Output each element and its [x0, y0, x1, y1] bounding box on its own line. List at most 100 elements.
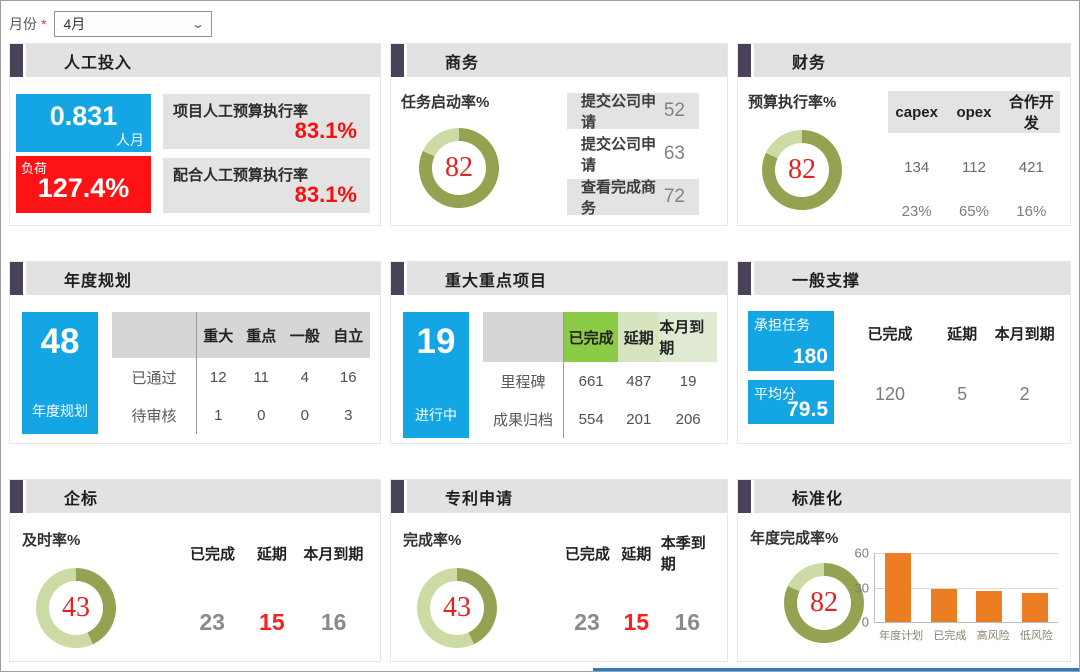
- column-header: 已完成: [190, 545, 236, 563]
- panel-title-enterprise-std: 企标: [26, 480, 380, 513]
- enterprise-std-gauge-label: 及时率%: [22, 532, 81, 549]
- column-header: 延期: [947, 325, 978, 343]
- labor-metric-card: 0.831 人月: [16, 94, 151, 152]
- y-tick: 0: [861, 614, 869, 630]
- panel-title-annual-plan: 年度规划: [26, 262, 380, 295]
- panel-title-general-support: 一般支撑: [754, 262, 1070, 295]
- column-header: 本月到期: [994, 325, 1055, 343]
- panel-annual-plan: 年度规划 48 年度规划 重大 重点 一般 自立 已通过 12 11 4 1: [9, 261, 381, 444]
- column-header: 本季到期: [660, 535, 706, 573]
- annual-plan-metric-card: 48 年度规划: [22, 312, 98, 434]
- header-accent-square: [10, 262, 23, 295]
- stat-box-project-budget: 项目人工预算执行率 83.1%: [163, 94, 370, 149]
- average-score-card: 平均分 79.5: [748, 380, 834, 424]
- header-accent-square: [391, 480, 404, 513]
- row-label: 成果归档: [492, 411, 553, 429]
- panel-title-key-projects: 重大重点项目: [407, 262, 727, 295]
- panel-title-patents: 专利申请: [407, 480, 727, 513]
- key-projects-metric-card: 19 进行中: [403, 312, 469, 438]
- finance-donut-chart: 82: [762, 130, 842, 210]
- header-accent-square: [10, 480, 23, 513]
- column-header: 本月到期: [303, 545, 364, 563]
- bar-年度计划: [884, 553, 911, 622]
- panel-title-business: 商务: [407, 44, 727, 77]
- row-label: 已通过: [131, 369, 177, 387]
- labor-load-value: 127.4%: [37, 172, 130, 203]
- panel-enterprise-std: 企标 及时率% 43 已完成 延期 本月到期 23: [9, 479, 381, 662]
- column-header: 延期: [621, 545, 652, 563]
- patents-donut-chart: 43: [417, 568, 497, 648]
- column-header: 合作开发: [1008, 94, 1054, 132]
- labor-load-label: 负荷: [21, 160, 48, 176]
- list-item[interactable]: 查看完成商务 72: [567, 179, 699, 217]
- labor-load-card: 负荷 127.4%: [16, 155, 151, 213]
- column-header: 重点: [239, 312, 283, 358]
- bar-高风险: [976, 590, 1003, 622]
- annual-plan-table: 重大 重点 一般 自立 已通过 12 11 4 16 待审核 1 0 0 3: [112, 312, 370, 434]
- column-header: 重大: [196, 312, 240, 358]
- bar-category-labels: 年度计划 已完成 高风险 低风险: [874, 627, 1058, 643]
- column-header: 一般: [283, 312, 327, 358]
- month-filter-label: 月份: [9, 16, 37, 32]
- header-accent-square: [391, 44, 404, 77]
- finance-table: capex opex 合作开发 134 112 421 23% 65% 16%: [888, 91, 1060, 229]
- panel-finance: 财务 预算执行率% 82 capex opex 合作开发 134: [737, 43, 1071, 226]
- panel-grid: 人工投入 0.831 人月 负荷 127.4% 项目人工预算执行率: [1, 43, 1079, 662]
- labor-metric-value: 0.831: [49, 101, 118, 131]
- stat-box-support-budget: 配合人工预算执行率 83.1%: [163, 158, 370, 213]
- header-accent-square: [738, 262, 751, 295]
- list-item[interactable]: 提交公司申请 52: [567, 93, 699, 131]
- required-asterisk: *: [41, 16, 47, 32]
- bar-已完成: [930, 588, 957, 622]
- month-select[interactable]: 4月 ⌄: [54, 11, 213, 37]
- month-select-value: 4月: [63, 16, 86, 32]
- panel-key-projects: 重大重点项目 19 进行中 已完成 延期 本月到期 里程碑 661 487 19…: [390, 261, 728, 444]
- chevron-down-icon: ⌄: [191, 17, 206, 31]
- panel-standardization: 标准化 年度完成率% 82 60 30 0 年度计划 已完成 高风险 低风: [737, 479, 1071, 662]
- filter-bar: 月份 * 4月 ⌄: [1, 1, 1079, 43]
- tasks-card: 承担任务 180: [748, 311, 834, 371]
- patents-gauge-label: 完成率%: [403, 532, 462, 549]
- panel-business: 商务 任务启动率% 82 提交公司申请 52 提交公司申请 63: [390, 43, 728, 226]
- bar-label: 年度计划: [879, 630, 924, 642]
- column-header: capex: [895, 103, 938, 121]
- header-accent-square: [10, 44, 23, 77]
- standardization-gauge-label: 年度完成率%: [750, 530, 839, 547]
- column-header: 已完成: [564, 545, 610, 563]
- panel-patents: 专利申请 完成率% 43 已完成 延期 本季到期 23: [390, 479, 728, 662]
- list-item[interactable]: 提交公司申请 63: [581, 136, 685, 174]
- finance-gauge-label: 预算执行率%: [748, 94, 837, 111]
- key-projects-table: 已完成 延期 本月到期 里程碑 661 487 19 成果归档 554 201 …: [483, 312, 717, 438]
- bar-低风险: [1022, 593, 1049, 622]
- business-gauge-label: 任务启动率%: [401, 94, 490, 111]
- panel-title-finance: 财务: [754, 44, 1070, 77]
- header-accent-square: [738, 480, 751, 513]
- bar-label: 已完成: [933, 630, 967, 642]
- panel-title-standardization: 标准化: [754, 480, 1070, 513]
- y-tick: 30: [854, 580, 869, 595]
- bar-label: 高风险: [976, 630, 1010, 642]
- bar-plot: [875, 553, 1058, 622]
- standardization-donut-chart: 82: [784, 563, 864, 643]
- bar-label: 低风险: [1019, 630, 1053, 642]
- panel-general-support: 一般支撑 承担任务 180 平均分 79.5 已完成 延期: [737, 261, 1071, 444]
- column-header: 本月到期: [659, 312, 717, 362]
- column-header: opex: [956, 103, 992, 121]
- column-header: 已完成: [867, 325, 913, 343]
- row-label: 待审核: [131, 407, 177, 425]
- row-label: 里程碑: [500, 373, 546, 391]
- header-accent-square: [391, 262, 404, 295]
- enterprise-std-donut-chart: 43: [36, 568, 116, 648]
- column-header: 延期: [256, 545, 287, 563]
- panel-labor: 人工投入 0.831 人月 负荷 127.4% 项目人工预算执行率: [9, 43, 381, 226]
- business-donut-chart: 82: [419, 128, 499, 208]
- column-header: 已完成: [563, 312, 619, 362]
- panel-title-labor: 人工投入: [26, 44, 380, 77]
- labor-metric-unit: 人月: [116, 131, 144, 148]
- table-row: 23% 65% 16%: [901, 202, 1047, 220]
- y-tick: 60: [854, 545, 869, 561]
- header-accent-square: [738, 44, 751, 77]
- risk-bar-chart: 60 30 0 年度计划 已完成 高风险 低风险: [848, 546, 1058, 643]
- bottom-accent-line: [593, 668, 1079, 671]
